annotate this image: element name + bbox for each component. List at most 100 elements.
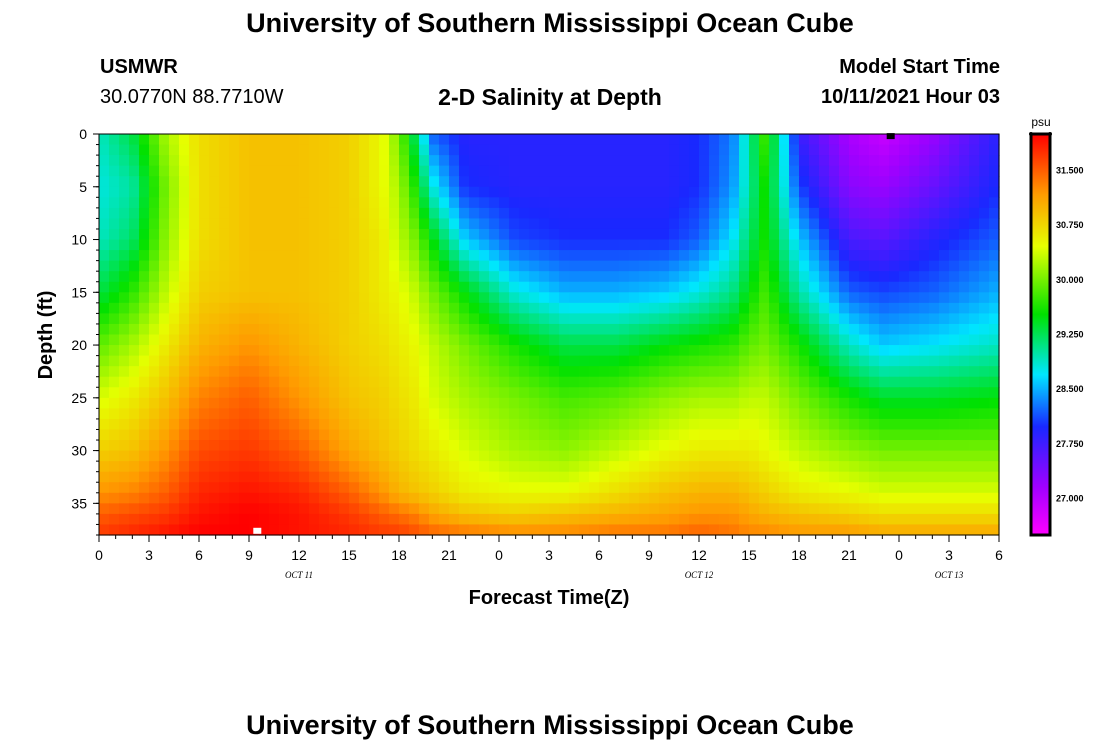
heatmap-cell (499, 323, 510, 336)
heatmap-cell (509, 218, 520, 230)
heatmap-cell (359, 492, 370, 504)
heatmap-cell (329, 207, 340, 220)
heatmap-cell (339, 144, 350, 156)
heatmap-cell (879, 418, 890, 431)
heatmap-cell (379, 313, 390, 325)
heatmap-cell (569, 482, 580, 494)
heatmap-cell (409, 176, 420, 188)
heatmap-cell (709, 281, 720, 293)
heatmap-cell (119, 176, 130, 188)
heatmap-cell (809, 292, 820, 304)
heatmap-cell (859, 524, 870, 536)
heatmap-cell (699, 461, 710, 473)
heatmap-cell (329, 250, 340, 262)
heatmap-cell (339, 376, 350, 388)
heatmap-cell (229, 260, 240, 272)
heatmap-cell (529, 313, 540, 325)
heatmap-cell (129, 334, 140, 346)
heatmap-cell (359, 513, 370, 526)
heatmap-cell (119, 482, 130, 494)
heatmap-cell (299, 503, 310, 515)
heatmap-cell (309, 165, 320, 177)
heatmap-cell (859, 207, 870, 220)
heatmap-cell (489, 345, 500, 357)
heatmap-cell (149, 387, 160, 399)
heatmap-cell (259, 524, 270, 536)
heatmap-cell (299, 513, 310, 526)
heatmap-cell (689, 313, 700, 325)
heatmap-cell (149, 397, 160, 409)
heatmap-cell (779, 482, 790, 494)
heatmap-cell (569, 186, 580, 198)
heatmap-cell (939, 228, 950, 241)
heatmap-cell (389, 197, 400, 209)
heatmap-cell (969, 461, 980, 473)
heatmap-cell (209, 250, 220, 262)
heatmap-cell (789, 492, 800, 504)
heatmap-cell (449, 387, 460, 399)
heatmap-cell (299, 281, 310, 293)
heatmap-cell (559, 334, 570, 346)
heatmap-cell (599, 260, 610, 272)
heatmap-cell (419, 218, 430, 230)
heatmap-cell (409, 492, 420, 504)
heatmap-cell (729, 144, 740, 156)
heatmap-cell (559, 281, 570, 293)
heatmap-cell (929, 302, 940, 314)
heatmap-cell (849, 397, 860, 409)
heatmap-cell (889, 408, 900, 420)
heatmap-cell (809, 440, 820, 452)
heatmap-cell (179, 408, 190, 420)
heatmap-cell (649, 228, 660, 241)
heatmap-cell (929, 461, 940, 473)
heatmap-cell (169, 155, 180, 167)
heatmap-cell (269, 239, 280, 251)
heatmap-cell (529, 524, 540, 536)
heatmap-cell (99, 197, 110, 209)
heatmap-cell (229, 450, 240, 462)
heatmap-cell (99, 513, 110, 526)
heatmap-cell (369, 165, 380, 177)
x-tick-label: 12 (291, 547, 307, 563)
heatmap-cell (899, 503, 910, 515)
heatmap-cell (199, 397, 210, 409)
heatmap-cell (459, 292, 470, 304)
heatmap-cell (789, 281, 800, 293)
heatmap-cell (879, 260, 890, 272)
heatmap-cell (199, 155, 210, 167)
heatmap-cell (399, 440, 410, 452)
heatmap-cell (919, 450, 930, 462)
heatmap-cell (209, 281, 220, 293)
heatmap-cell (589, 239, 600, 251)
heatmap-cell (599, 271, 610, 283)
heatmap-cell (779, 197, 790, 209)
heatmap-cell (219, 471, 230, 483)
heatmap-cell (219, 323, 230, 336)
heatmap-cell (429, 271, 440, 283)
heatmap-cell (219, 228, 230, 241)
heatmap-cell (409, 281, 420, 293)
heatmap-cell (749, 207, 760, 220)
heatmap-cell (939, 271, 950, 283)
heatmap-cell (509, 165, 520, 177)
heatmap-cell (449, 281, 460, 293)
heatmap-cell (809, 260, 820, 272)
heatmap-cell (749, 313, 760, 325)
heatmap-cell (679, 186, 690, 198)
heatmap-cell (989, 376, 1000, 388)
heatmap-cell (929, 334, 940, 346)
heatmap-cell (179, 155, 190, 167)
heatmap-cell (639, 250, 650, 262)
heatmap-cell (829, 155, 840, 167)
heatmap-cell (539, 429, 550, 441)
heatmap-cell (329, 376, 340, 388)
heatmap-cell (779, 503, 790, 515)
heatmap-cell (519, 366, 530, 378)
heatmap-cell (889, 155, 900, 167)
heatmap-cell (129, 376, 140, 388)
heatmap-cell (649, 366, 660, 378)
heatmap-cell (209, 218, 220, 230)
heatmap-cell (359, 376, 370, 388)
heatmap-cell (669, 313, 680, 325)
heatmap-cell (929, 218, 940, 230)
